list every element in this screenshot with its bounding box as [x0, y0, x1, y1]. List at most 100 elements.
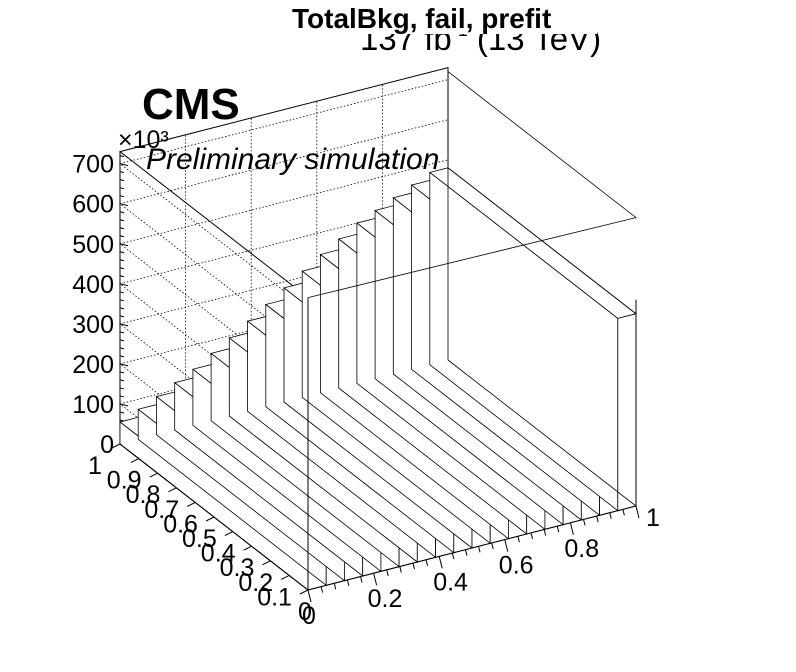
z-minor-tick: [119, 187, 125, 190]
z-minor-tick: [119, 155, 125, 158]
y-tick: [130, 458, 140, 464]
z-tick: [119, 243, 129, 247]
x-minor-tick: [320, 586, 324, 593]
z-minor-tick: [119, 219, 125, 222]
y-tick: [243, 545, 252, 551]
y-tick: [186, 501, 196, 507]
z-minor-tick: [119, 347, 125, 350]
x-minor-tick: [556, 526, 560, 533]
x-minor-tick: [596, 515, 599, 523]
x-tick: [504, 539, 509, 552]
x-minor-tick: [622, 509, 625, 516]
z-tick-label: 500: [72, 231, 114, 259]
z-minor-tick: [119, 379, 125, 382]
y-tick-label: 0.2: [238, 569, 273, 597]
z-minor-tick: [119, 315, 125, 318]
y-tick-label: 0.5: [182, 525, 217, 553]
x-minor-tick: [517, 536, 520, 543]
y-tick: [168, 487, 177, 493]
x-minor-tick: [478, 546, 481, 553]
x-tick: [635, 505, 640, 519]
y-tick: [280, 574, 290, 580]
z-minor-tick: [119, 171, 125, 174]
x-tick-label: 0.8: [564, 535, 599, 563]
z-tick-label: 700: [72, 151, 114, 179]
z-minor-tick: [119, 411, 125, 414]
x-tick-label: 0.6: [499, 552, 534, 580]
y-tick-label: 0.9: [107, 467, 142, 495]
z-tick: [119, 403, 129, 407]
y-tick-label: 0.8: [126, 481, 161, 509]
y-axis: 00.10.20.30.40.50.60.70.80.91: [88, 443, 312, 626]
x-minor-tick: [464, 549, 468, 556]
z-minor-tick: [119, 299, 125, 302]
x-axis-line: [307, 505, 637, 591]
x-minor-tick: [491, 542, 494, 550]
z-minor-tick: [119, 259, 125, 262]
chart-title: TotalBkg, fail, prefit: [292, 3, 552, 34]
x-minor-tick: [346, 579, 350, 587]
z-tick: [119, 203, 129, 207]
x-tick-label: 1: [646, 504, 660, 532]
z-minor-tick: [119, 195, 125, 198]
y-tick-label: 0.4: [201, 540, 236, 568]
y-tick-label: 0.3: [220, 554, 255, 582]
z-tick: [119, 363, 129, 367]
x-axis: 0 0.2 0.4 0.6 0.8 1: [302, 504, 660, 630]
y-tick: [262, 560, 271, 566]
z-minor-tick: [119, 227, 125, 230]
z-tick-label: 200: [72, 351, 114, 379]
z-minor-tick: [119, 355, 125, 358]
x-minor-tick: [451, 552, 455, 560]
y-tick-label: 1: [88, 452, 102, 480]
x-tick-label: 0: [302, 602, 316, 630]
y-tick: [299, 589, 309, 595]
z-axis: ×10³ 0 100 200 300 400 500 600 700: [72, 126, 168, 459]
z-minor-tick: [119, 211, 125, 214]
bars: [119, 166, 637, 591]
z-minor-tick: [119, 387, 125, 390]
z-minor-tick: [119, 307, 125, 310]
x-tick: [373, 573, 378, 586]
x-tick: [307, 589, 312, 603]
x-tick-label: 0.4: [433, 568, 468, 596]
x-minor-tick: [543, 529, 547, 536]
x-minor-tick: [530, 532, 534, 540]
x-minor-tick: [412, 562, 415, 570]
x-minor-tick: [425, 559, 429, 566]
y-tick-label: 0.6: [163, 510, 198, 538]
z-minor-tick: [119, 179, 125, 182]
y-tick: [224, 531, 234, 537]
y-tick-label: 0.1: [257, 583, 292, 611]
y-tick: [149, 472, 158, 478]
x-minor-tick: [359, 576, 363, 583]
z-minor-tick: [119, 371, 125, 374]
x-tick-label: 0.2: [368, 585, 403, 613]
z-tick-label: 300: [72, 311, 114, 339]
y-tick: [205, 516, 215, 522]
z-tick-label: 600: [72, 191, 114, 219]
x-minor-tick: [399, 566, 402, 573]
z-tick: [119, 323, 129, 327]
z-minor-tick: [119, 339, 125, 342]
x-minor-tick: [583, 519, 586, 526]
x-minor-tick: [386, 569, 389, 576]
box-top-edge: [307, 71, 637, 298]
y-tick-label: 0: [298, 598, 312, 626]
z-minor-tick: [119, 251, 125, 254]
title-mask: [287, 4, 597, 34]
z-minor-tick: [119, 395, 125, 398]
y-tick: [111, 443, 121, 449]
x-minor-tick: [333, 583, 337, 590]
z-tick: [119, 283, 129, 287]
z-multiplier: ×10³: [118, 126, 169, 154]
z-tick-label: 0: [100, 431, 114, 459]
z-minor-tick: [119, 267, 125, 270]
x-tick: [438, 556, 443, 569]
x-minor-tick: [609, 512, 612, 519]
z-minor-tick: [119, 331, 125, 334]
cms-label: CMS: [142, 80, 240, 129]
x-tick: [569, 522, 574, 535]
z-minor-tick: [119, 291, 125, 294]
